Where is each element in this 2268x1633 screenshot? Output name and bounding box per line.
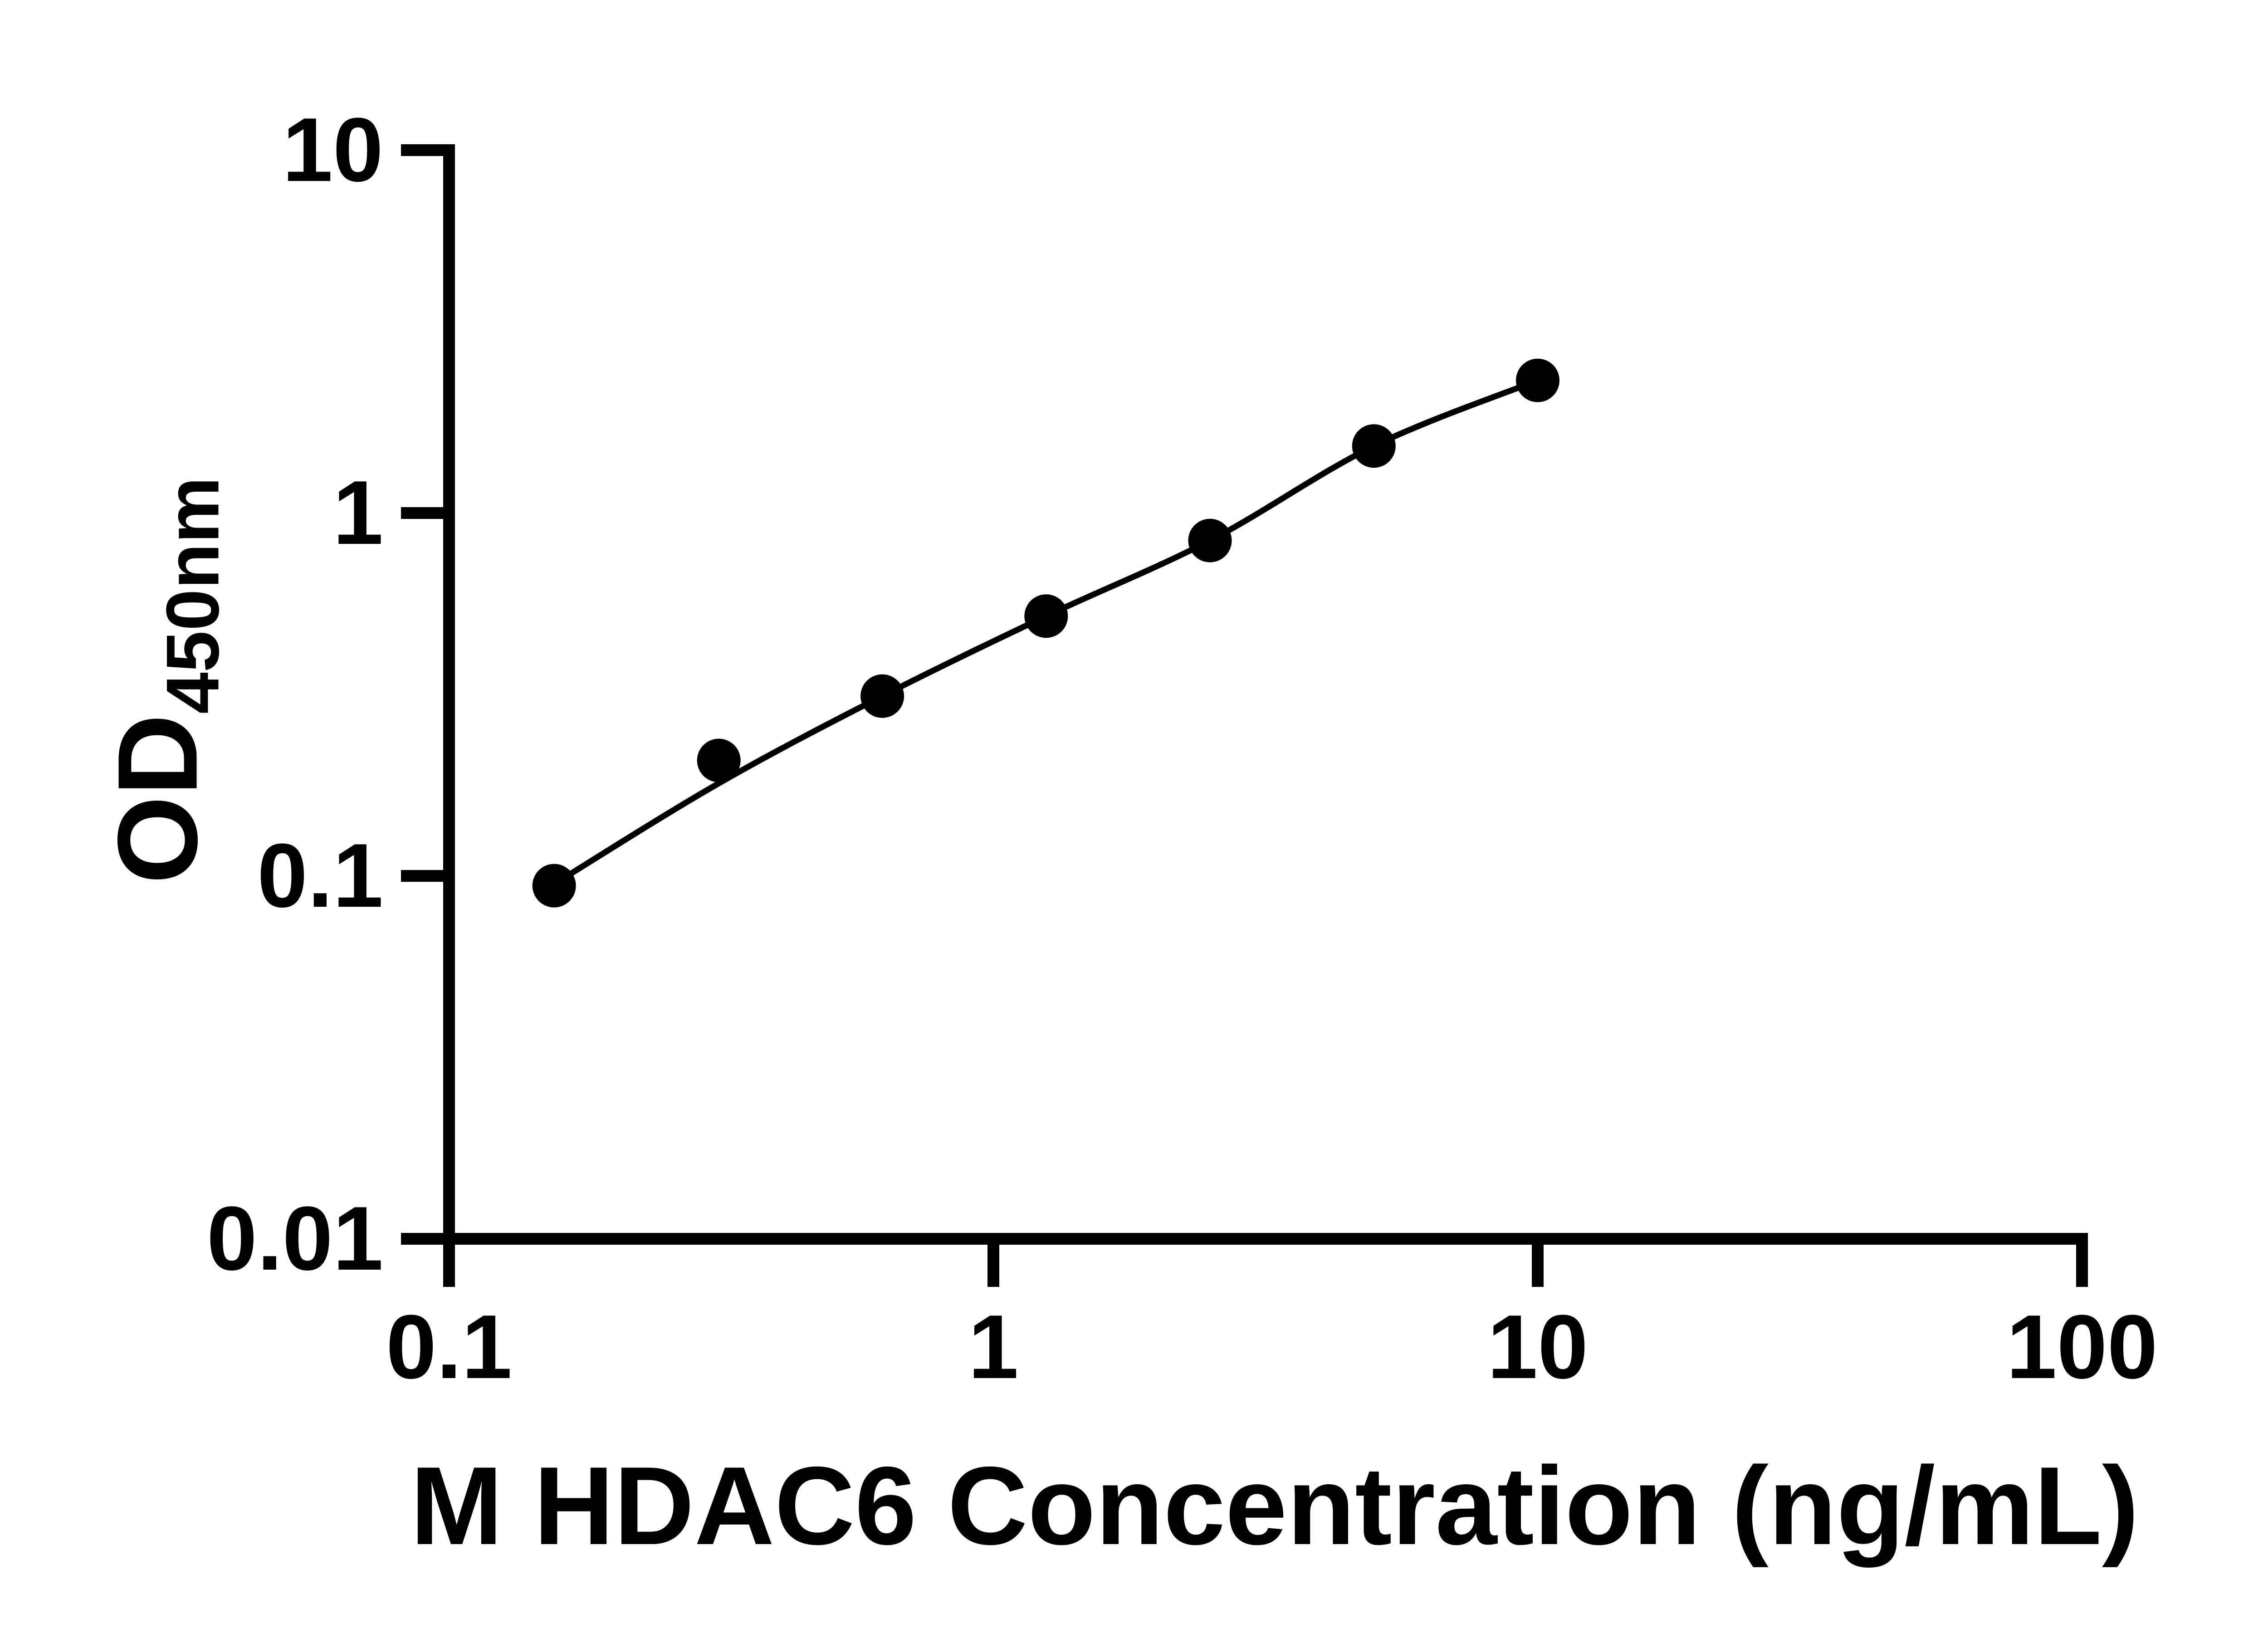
y-tick-label: 0.1 [257, 825, 383, 926]
y-tick-label: 0.01 [206, 1188, 383, 1289]
y-axis-title: OD450nm [94, 477, 235, 884]
y-tick-label: 10 [282, 99, 383, 200]
x-axis-title: M HDAC6 Concentration (ng/mL) [410, 1443, 2139, 1568]
x-tick-label: 100 [2006, 1296, 2158, 1398]
x-tick-label: 10 [1487, 1296, 1589, 1398]
data-point [1516, 358, 1559, 402]
data-point [860, 674, 904, 718]
data-point [532, 864, 576, 908]
x-tick-label: 1 [968, 1296, 1019, 1398]
x-tick-label: 0.1 [386, 1296, 513, 1398]
data-point [1188, 518, 1232, 562]
data-point [697, 738, 741, 782]
y-axis-title-main: OD [94, 714, 221, 884]
data-point [1352, 424, 1396, 468]
y-axis-title-subscript: 450nm [151, 477, 235, 714]
data-point [1024, 594, 1068, 638]
y-tick-label: 1 [332, 462, 383, 563]
